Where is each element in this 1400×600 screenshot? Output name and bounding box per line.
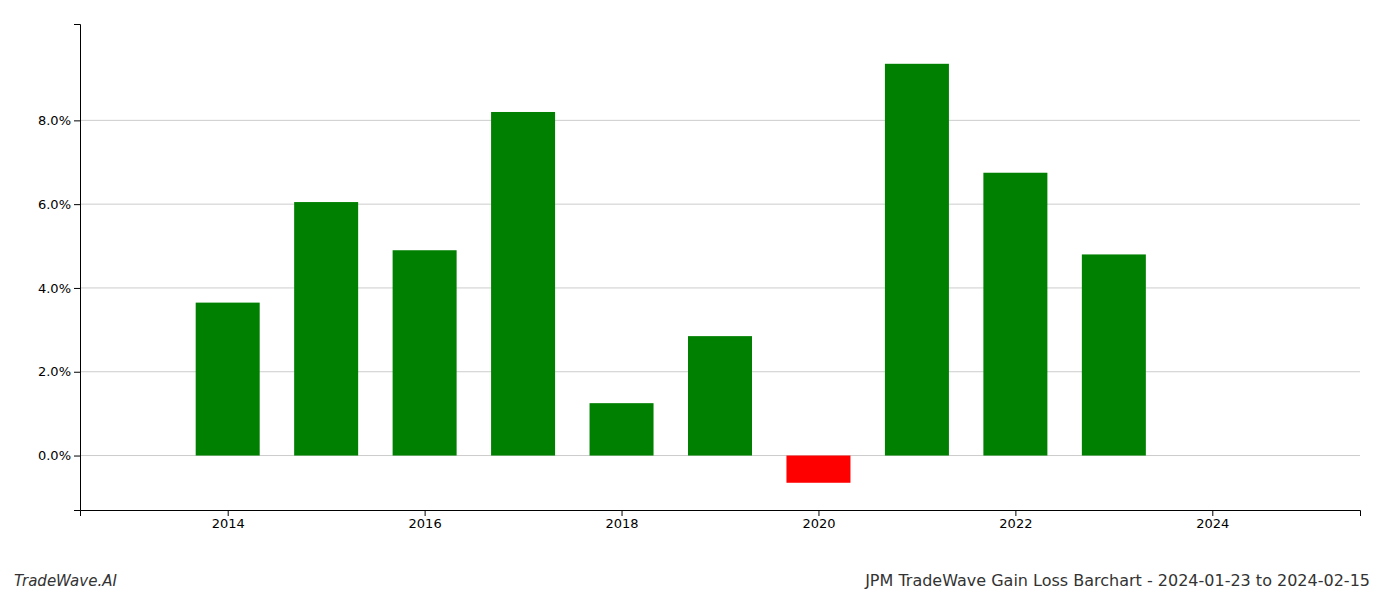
grid [80, 120, 1360, 455]
y-tick-mark [74, 120, 80, 121]
x-tick-label: 2016 [409, 516, 442, 531]
title: JPM TradeWave Gain Loss Barchart - 2024-… [864, 571, 1370, 590]
x-tick-label: 2020 [802, 516, 835, 531]
y-axis: 0.0% 2.0% 4.0% 6.0% 8.0% [38, 25, 81, 511]
x-tick: 2024 [1196, 510, 1229, 531]
x-tick-label: 2024 [1196, 516, 1229, 531]
y-tick-label: 6.0% [38, 197, 71, 212]
x-tick: 2020 [802, 510, 835, 531]
bar [294, 202, 358, 455]
y-tick-mark [74, 204, 80, 205]
x-tick-mark [622, 510, 623, 516]
grid-line [80, 204, 1360, 205]
y-tick-label: 2.0% [38, 364, 71, 379]
grid-line [80, 287, 1360, 288]
y-axis-line [74, 25, 81, 511]
x-axis-line [81, 511, 1361, 517]
bar [786, 456, 850, 483]
y-tick-label: 0.0% [38, 448, 71, 463]
bar [688, 336, 752, 455]
y-tick-label: 8.0% [38, 113, 71, 128]
y-tick-label: 4.0% [38, 281, 71, 296]
y-tick: 2.0% [38, 364, 80, 379]
x-tick-mark [1212, 510, 1213, 516]
chart: 0.0% 2.0% 4.0% 6.0% 8.0% 2014 2016 2018 2020 2022… [0, 0, 1400, 600]
x-tick-label: 2022 [999, 516, 1032, 531]
bar [393, 250, 457, 455]
bar [1082, 254, 1146, 455]
grid-line [80, 120, 1360, 121]
x-tick-mark [228, 510, 229, 516]
y-tick-mark [74, 288, 80, 289]
x-tick: 2016 [409, 510, 442, 531]
x-tick-mark [818, 510, 819, 516]
bar [196, 303, 260, 456]
x-tick: 2022 [999, 510, 1032, 531]
bars [196, 64, 1146, 483]
bar [491, 112, 555, 456]
bar [885, 64, 949, 456]
plot: 0.0% 2.0% 4.0% 6.0% 8.0% 2014 2016 2018 2020 2022… [38, 25, 1361, 532]
x-tick: 2018 [605, 510, 638, 531]
y-tick-mark [74, 372, 80, 373]
y-tick: 8.0% [38, 113, 80, 128]
y-tick-mark [74, 456, 80, 457]
y-tick: 0.0% [38, 448, 80, 463]
x-tick-mark [1015, 510, 1016, 516]
x-tick-label: 2018 [605, 516, 638, 531]
x-tick-label: 2014 [212, 516, 245, 531]
x-axis: 2014 2016 2018 2020 2022 2024 [81, 510, 1361, 531]
x-tick: 2014 [212, 510, 245, 531]
y-tick: 4.0% [38, 281, 80, 296]
annotation: TradeWave.AI [14, 572, 117, 590]
y-tick: 6.0% [38, 197, 80, 212]
bar [983, 173, 1047, 456]
bar [590, 403, 654, 455]
x-tick-mark [425, 510, 426, 516]
